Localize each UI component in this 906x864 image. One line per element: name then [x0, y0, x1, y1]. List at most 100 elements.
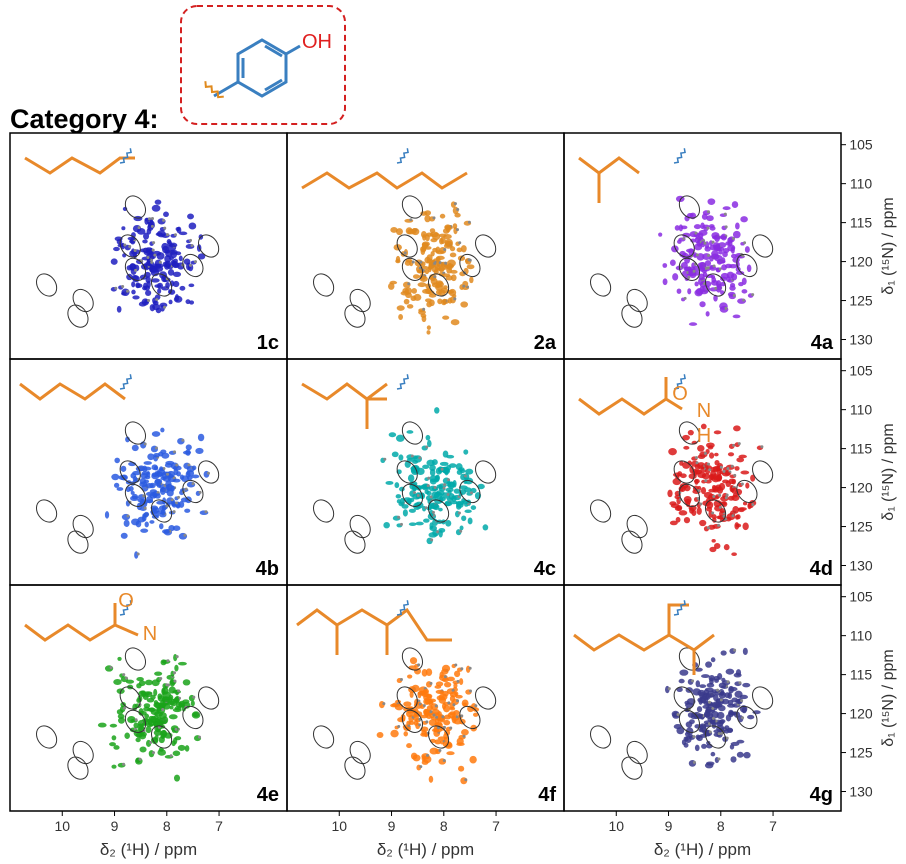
- peak: [729, 264, 738, 269]
- peak: [430, 250, 435, 257]
- peak: [477, 483, 485, 490]
- peak: [192, 712, 200, 718]
- peak: [731, 487, 738, 494]
- highlight-circle: [182, 705, 204, 730]
- highlight-circle: [72, 288, 94, 313]
- peak: [431, 459, 438, 466]
- peak: [449, 463, 457, 468]
- peak: [172, 750, 181, 757]
- peak: [727, 452, 735, 457]
- peak: [407, 474, 415, 482]
- panel-label: 4b: [256, 558, 279, 580]
- atom-label: N: [143, 623, 157, 645]
- peak: [120, 701, 126, 708]
- peak: [138, 301, 147, 307]
- reference-peak: [716, 688, 720, 692]
- highlight-circle: [349, 288, 371, 313]
- peak: [435, 289, 442, 296]
- highlight-circle: [621, 530, 643, 554]
- highlight-circle: [396, 686, 418, 710]
- reference-peak: [192, 695, 196, 699]
- reference-peak: [692, 735, 696, 739]
- reference-peak: [718, 267, 722, 271]
- reference-peak: [128, 245, 132, 249]
- reference-peak: [751, 503, 755, 507]
- substituent-structure: [24, 156, 135, 175]
- attachment-bond: [396, 148, 409, 164]
- reference-peak: [718, 493, 722, 497]
- peak: [186, 475, 193, 481]
- reference-peak: [173, 679, 177, 683]
- reference-peak: [695, 461, 699, 465]
- peak: [197, 433, 205, 442]
- peak: [151, 679, 160, 687]
- reference-peak: [711, 240, 715, 244]
- peak: [461, 729, 469, 736]
- peak: [682, 434, 690, 441]
- reference-peak: [133, 248, 137, 252]
- reference-peak: [467, 258, 471, 262]
- peak: [694, 479, 699, 485]
- peak: [113, 745, 120, 750]
- reference-peak: [723, 212, 727, 216]
- peak: [116, 487, 124, 491]
- peak: [127, 236, 136, 241]
- peak: [395, 255, 401, 263]
- peak: [683, 742, 689, 748]
- reference-peak: [692, 760, 696, 764]
- peak: [419, 275, 428, 282]
- panel-label: 2a: [534, 332, 557, 354]
- peak: [677, 471, 683, 477]
- highlight-circle: [401, 421, 424, 445]
- peak: [424, 489, 430, 495]
- peak: [125, 436, 130, 443]
- peak: [726, 727, 734, 734]
- peak: [703, 711, 710, 718]
- reference-peak: [426, 484, 430, 488]
- peak: [678, 510, 688, 516]
- highlight-circle: [589, 725, 612, 749]
- peak: [408, 508, 416, 513]
- peak: [161, 696, 170, 703]
- highlight-circle: [198, 234, 220, 258]
- reference-peak: [165, 683, 169, 687]
- peak: [445, 520, 452, 527]
- highlight-circle: [736, 705, 758, 730]
- highlight-circle: [704, 273, 727, 297]
- peak: [685, 702, 694, 708]
- peak: [109, 742, 116, 747]
- reference-peak: [157, 725, 161, 729]
- y-tick-label: 115: [850, 215, 873, 231]
- reference-peak: [695, 253, 699, 257]
- reference-peak: [442, 725, 446, 729]
- reference-peak: [453, 297, 457, 301]
- peak: [705, 709, 710, 714]
- highlight-circle: [678, 195, 701, 219]
- peak: [697, 445, 705, 452]
- peak: [138, 725, 145, 731]
- peak: [104, 511, 110, 519]
- reference-peak: [172, 510, 176, 514]
- reference-peak: [741, 716, 745, 720]
- reference-peak: [730, 464, 734, 468]
- peak: [420, 313, 427, 318]
- peak: [446, 751, 455, 756]
- reference-peak: [177, 689, 181, 693]
- peak: [142, 247, 149, 253]
- peak: [728, 709, 734, 718]
- reference-peak: [206, 471, 210, 475]
- peak: [143, 232, 150, 240]
- highlight-circle: [72, 514, 94, 539]
- substituent-structure: [573, 603, 715, 675]
- peak: [173, 774, 181, 782]
- highlight-circle: [150, 273, 173, 297]
- peak: [714, 452, 719, 457]
- reference-peak: [733, 648, 737, 652]
- peak: [157, 693, 163, 700]
- x-tick-label: 7: [769, 818, 777, 834]
- peak: [736, 751, 744, 758]
- peak: [672, 478, 682, 486]
- peak: [177, 661, 187, 666]
- highlight-circle: [427, 499, 450, 523]
- panel-label: 4e: [257, 784, 279, 806]
